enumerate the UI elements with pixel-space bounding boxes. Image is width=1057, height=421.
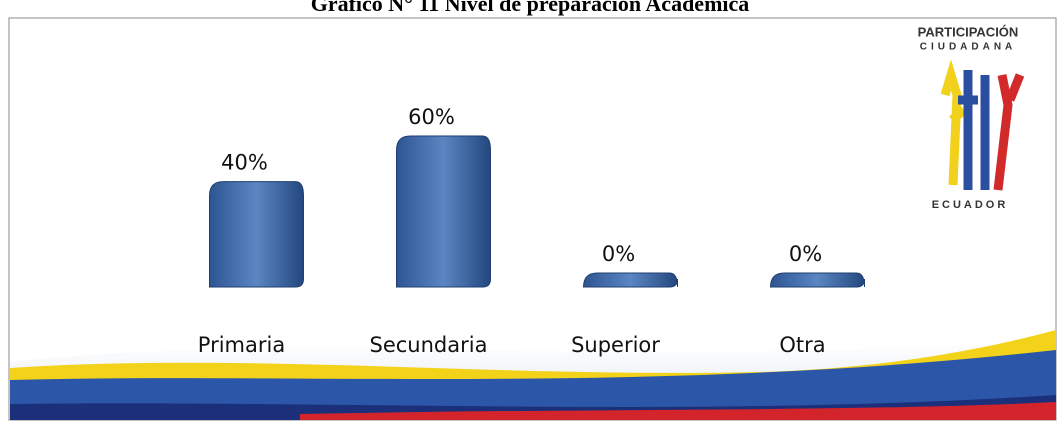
- bar: [769, 272, 865, 288]
- x-tick-label: Superior: [571, 333, 660, 357]
- value-label: 60%: [408, 105, 455, 129]
- x-tick-label: Secundaria: [370, 333, 488, 357]
- bar: [396, 135, 491, 288]
- logo: PARTICIPACIÓN CIUDADANA ECUADOR: [918, 24, 1025, 211]
- flag-wave: [10, 330, 1056, 420]
- value-label: 0%: [602, 242, 635, 266]
- bar: [209, 181, 304, 288]
- bar: [582, 272, 678, 288]
- x-tick-label: Primaria: [198, 333, 285, 357]
- value-label: 0%: [789, 242, 822, 266]
- logo-text: CIUDADANA: [920, 42, 1017, 53]
- value-label: 40%: [221, 151, 268, 175]
- logo-text: ECUADOR: [932, 199, 1009, 211]
- chart-title: Gráfico N° 11 Nivel de preparación Acadé…: [311, 0, 750, 16]
- x-tick-label: Otra: [779, 333, 825, 357]
- logo-text: PARTICIPACIÓN: [918, 24, 1019, 39]
